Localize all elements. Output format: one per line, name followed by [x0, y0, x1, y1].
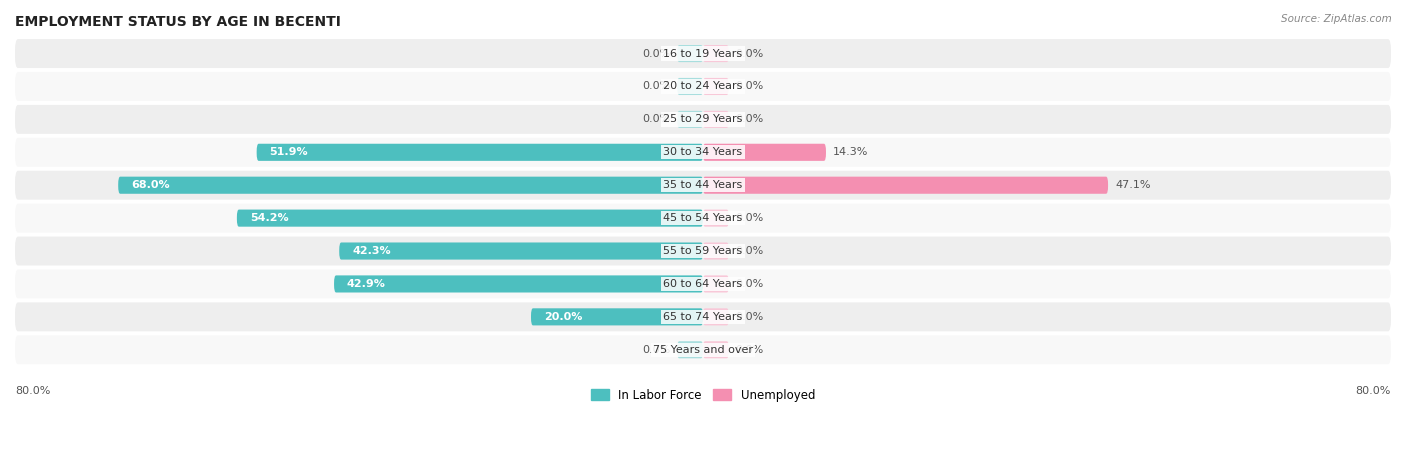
- Text: 80.0%: 80.0%: [1355, 386, 1391, 396]
- Text: 16 to 19 Years: 16 to 19 Years: [664, 49, 742, 59]
- Text: 55 to 59 Years: 55 to 59 Years: [664, 246, 742, 256]
- FancyBboxPatch shape: [15, 72, 1391, 101]
- Text: 75 Years and over: 75 Years and over: [652, 345, 754, 355]
- Text: 65 to 74 Years: 65 to 74 Years: [664, 312, 742, 322]
- Text: 0.0%: 0.0%: [735, 115, 763, 124]
- FancyBboxPatch shape: [118, 177, 703, 194]
- Text: 60 to 64 Years: 60 to 64 Years: [664, 279, 742, 289]
- Text: 0.0%: 0.0%: [735, 213, 763, 223]
- Text: 0.0%: 0.0%: [735, 49, 763, 59]
- Text: 54.2%: 54.2%: [250, 213, 288, 223]
- FancyBboxPatch shape: [678, 111, 703, 128]
- FancyBboxPatch shape: [703, 210, 728, 227]
- Text: 42.3%: 42.3%: [352, 246, 391, 256]
- FancyBboxPatch shape: [15, 302, 1391, 331]
- FancyBboxPatch shape: [703, 177, 1108, 194]
- Text: 51.9%: 51.9%: [270, 147, 308, 157]
- FancyBboxPatch shape: [703, 144, 825, 161]
- FancyBboxPatch shape: [703, 341, 728, 359]
- Text: 0.0%: 0.0%: [643, 345, 671, 355]
- FancyBboxPatch shape: [15, 138, 1391, 167]
- Text: 0.0%: 0.0%: [735, 312, 763, 322]
- Text: EMPLOYMENT STATUS BY AGE IN BECENTI: EMPLOYMENT STATUS BY AGE IN BECENTI: [15, 15, 340, 29]
- Text: 20 to 24 Years: 20 to 24 Years: [664, 82, 742, 92]
- FancyBboxPatch shape: [15, 335, 1391, 364]
- FancyBboxPatch shape: [678, 78, 703, 95]
- FancyBboxPatch shape: [703, 308, 728, 326]
- FancyBboxPatch shape: [15, 204, 1391, 233]
- FancyBboxPatch shape: [15, 269, 1391, 299]
- Text: 25 to 29 Years: 25 to 29 Years: [664, 115, 742, 124]
- FancyBboxPatch shape: [339, 243, 703, 260]
- FancyBboxPatch shape: [703, 45, 728, 62]
- FancyBboxPatch shape: [703, 243, 728, 260]
- FancyBboxPatch shape: [703, 111, 728, 128]
- Text: 35 to 44 Years: 35 to 44 Years: [664, 180, 742, 190]
- FancyBboxPatch shape: [678, 341, 703, 359]
- Text: 68.0%: 68.0%: [131, 180, 170, 190]
- Text: 20.0%: 20.0%: [544, 312, 582, 322]
- Text: 42.9%: 42.9%: [347, 279, 385, 289]
- Text: 45 to 54 Years: 45 to 54 Years: [664, 213, 742, 223]
- Legend: In Labor Force, Unemployed: In Labor Force, Unemployed: [586, 384, 820, 406]
- FancyBboxPatch shape: [703, 78, 728, 95]
- Text: 80.0%: 80.0%: [15, 386, 51, 396]
- Text: Source: ZipAtlas.com: Source: ZipAtlas.com: [1281, 14, 1392, 23]
- FancyBboxPatch shape: [703, 276, 728, 293]
- Text: 0.0%: 0.0%: [643, 82, 671, 92]
- FancyBboxPatch shape: [257, 144, 703, 161]
- FancyBboxPatch shape: [236, 210, 703, 227]
- Text: 0.0%: 0.0%: [643, 115, 671, 124]
- FancyBboxPatch shape: [15, 171, 1391, 200]
- Text: 47.1%: 47.1%: [1115, 180, 1150, 190]
- FancyBboxPatch shape: [531, 308, 703, 326]
- Text: 30 to 34 Years: 30 to 34 Years: [664, 147, 742, 157]
- Text: 0.0%: 0.0%: [735, 345, 763, 355]
- FancyBboxPatch shape: [15, 237, 1391, 266]
- FancyBboxPatch shape: [15, 39, 1391, 68]
- FancyBboxPatch shape: [15, 105, 1391, 134]
- Text: 0.0%: 0.0%: [735, 246, 763, 256]
- FancyBboxPatch shape: [678, 45, 703, 62]
- FancyBboxPatch shape: [335, 276, 703, 293]
- Text: 0.0%: 0.0%: [735, 279, 763, 289]
- Text: 0.0%: 0.0%: [735, 82, 763, 92]
- Text: 0.0%: 0.0%: [643, 49, 671, 59]
- Text: 14.3%: 14.3%: [832, 147, 869, 157]
